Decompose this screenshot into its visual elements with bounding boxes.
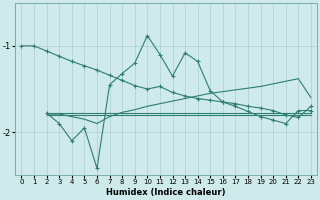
X-axis label: Humidex (Indice chaleur): Humidex (Indice chaleur) — [107, 188, 226, 197]
